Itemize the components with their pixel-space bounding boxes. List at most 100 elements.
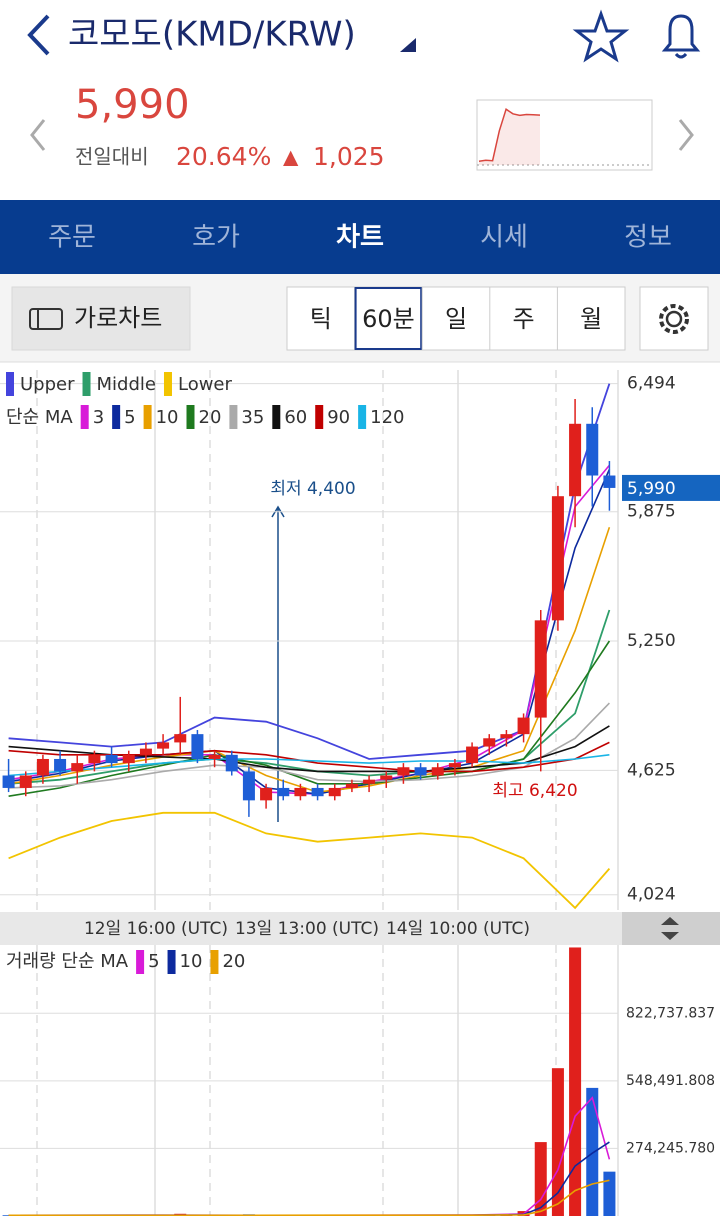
legend-swatch bbox=[272, 405, 281, 429]
price-vlines bbox=[36, 370, 619, 910]
period-button[interactable]: 틱 bbox=[310, 305, 332, 333]
period-button[interactable]: 주 bbox=[513, 305, 535, 333]
period-group bbox=[286, 286, 626, 351]
candle-body bbox=[19, 775, 32, 788]
time-axis-bar bbox=[0, 912, 720, 945]
band-line bbox=[8, 811, 611, 910]
last-price-box bbox=[622, 474, 720, 501]
candle-body bbox=[380, 775, 393, 780]
favorite-star[interactable] bbox=[572, 9, 630, 63]
legend-label: 10 bbox=[180, 951, 203, 972]
candle-body bbox=[603, 475, 616, 488]
tab[interactable]: 주문 bbox=[48, 223, 96, 253]
sparkline-frame[interactable] bbox=[476, 99, 653, 171]
landscape-label[interactable]: 가로차트 bbox=[74, 304, 162, 332]
legend-swatch bbox=[186, 405, 195, 429]
legend-label: 5 bbox=[124, 407, 135, 428]
volume-bar bbox=[586, 1087, 599, 1216]
y-tick-label: 5,875 bbox=[627, 502, 676, 522]
legend-label: 3 bbox=[93, 407, 104, 428]
legend-label: 35 bbox=[241, 407, 264, 428]
candle-body bbox=[157, 742, 170, 749]
candle-body bbox=[105, 754, 118, 764]
settings-button[interactable] bbox=[639, 286, 709, 351]
tab[interactable]: 정보 bbox=[624, 223, 672, 253]
candle-body bbox=[569, 423, 582, 497]
candle-body bbox=[208, 754, 221, 759]
period-button[interactable]: 60분 bbox=[362, 305, 415, 333]
candle-body bbox=[2, 775, 15, 788]
candle-body bbox=[54, 758, 67, 772]
candle-body bbox=[122, 754, 135, 764]
annotation-high: 최고 6,420 bbox=[492, 781, 577, 801]
candle-body bbox=[397, 767, 410, 776]
legend-swatch bbox=[136, 950, 145, 974]
candle-body bbox=[500, 734, 513, 739]
volume-bar bbox=[551, 1068, 564, 1216]
y-tick-label: 548,491.808 bbox=[626, 1073, 715, 1089]
next-arrow[interactable] bbox=[678, 119, 694, 151]
legend-swatch bbox=[210, 950, 219, 974]
landscape-button[interactable] bbox=[11, 286, 191, 351]
legend-swatch bbox=[6, 372, 14, 396]
change-pct: 20.64% bbox=[176, 142, 271, 171]
legend-swatch bbox=[229, 405, 238, 429]
candle-body bbox=[36, 758, 49, 776]
x-tick-label: 14일 10:00 (UTC) bbox=[386, 919, 530, 939]
sparkline-line bbox=[478, 108, 541, 163]
y-tick-label: 6,494 bbox=[627, 374, 676, 394]
tab[interactable]: 시세 bbox=[480, 223, 528, 253]
candle-body bbox=[260, 787, 273, 801]
legend-label: 10 bbox=[156, 407, 179, 428]
period-button[interactable]: 월 bbox=[580, 305, 602, 333]
period-active bbox=[354, 287, 423, 350]
landscape-icon bbox=[29, 308, 63, 330]
legend-label: Middle bbox=[97, 374, 156, 395]
change-arrow: ▲ bbox=[283, 145, 299, 169]
candle-body bbox=[414, 767, 427, 776]
volume-ma-line bbox=[8, 1096, 611, 1216]
coin-title[interactable]: 코모도(KMD/KRW) bbox=[68, 15, 356, 55]
x-tick-label: 13일 13:00 (UTC) bbox=[235, 919, 379, 939]
title-dropdown[interactable] bbox=[400, 38, 416, 52]
candle-body bbox=[534, 620, 547, 718]
volume-bar bbox=[569, 947, 582, 1216]
legend-swatch bbox=[167, 950, 176, 974]
volume-ma-line bbox=[8, 1179, 610, 1216]
legend-label: Lower bbox=[178, 374, 233, 395]
legend-swatch bbox=[112, 405, 121, 429]
candle-body bbox=[551, 496, 564, 621]
period-button[interactable]: 일 bbox=[445, 305, 467, 333]
legend-swatch bbox=[80, 405, 89, 429]
prev-arrow[interactable] bbox=[30, 119, 46, 151]
candle-body bbox=[88, 754, 101, 764]
tab[interactable]: 호가 bbox=[192, 223, 240, 253]
last-price-label: 5,990 bbox=[627, 479, 676, 499]
legend-label: 5 bbox=[148, 951, 159, 972]
candle-body bbox=[345, 783, 358, 788]
x-tick-label: 12일 16:00 (UTC) bbox=[84, 919, 228, 939]
candle-body bbox=[483, 738, 496, 747]
candle-body bbox=[363, 779, 376, 784]
candle-body bbox=[71, 763, 84, 772]
candle-body bbox=[328, 787, 341, 797]
settings-icon-teeth bbox=[659, 304, 689, 334]
legend-swatch bbox=[163, 372, 172, 396]
volume-bar bbox=[603, 1171, 616, 1216]
candle-body bbox=[517, 717, 530, 735]
resize-handle[interactable] bbox=[622, 912, 720, 945]
legend-swatch bbox=[358, 405, 367, 429]
legend-label: Upper bbox=[20, 374, 75, 395]
legend-label: 20 bbox=[199, 407, 222, 428]
legend-label: 거래량 단순 MA bbox=[6, 951, 129, 972]
alarm-bell[interactable] bbox=[661, 14, 701, 59]
back-button[interactable] bbox=[27, 14, 50, 56]
candle-body bbox=[311, 787, 324, 797]
change-amount: 1,025 bbox=[313, 142, 385, 171]
sparkline-area bbox=[479, 109, 540, 165]
candle-body bbox=[174, 734, 187, 743]
current-price: 5,990 bbox=[75, 82, 190, 128]
legend-swatch bbox=[315, 405, 324, 429]
tab[interactable]: 차트 bbox=[336, 223, 384, 253]
